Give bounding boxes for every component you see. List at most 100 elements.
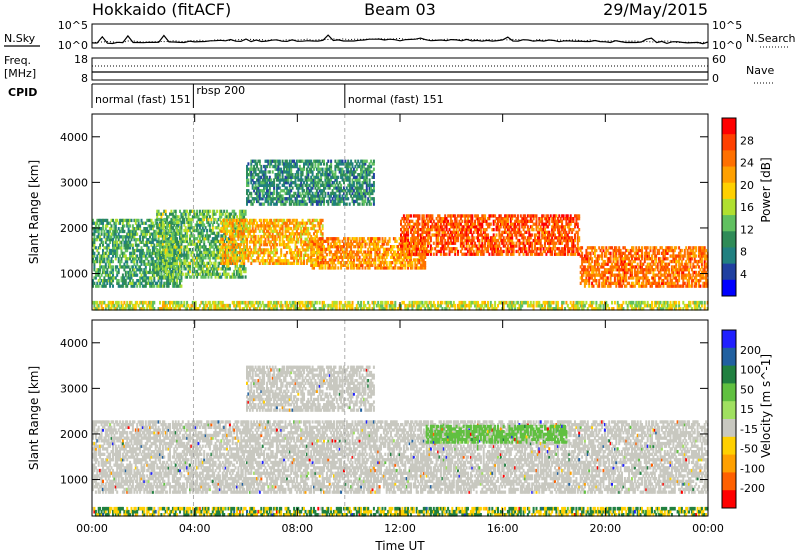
heatmap-cell [581,246,583,249]
heatmap-cell [337,266,339,269]
heatmap-cell [526,247,528,250]
heatmap-cell [326,253,328,256]
cpid-segment-label: normal (fast) 151 [95,93,191,106]
heatmap-cell [431,247,433,250]
heatmap-cell [433,242,435,245]
heatmap-cell [314,224,316,227]
noise-sky-trace [92,35,708,44]
heatmap-cell [93,252,95,255]
heatmap-cell [276,243,278,246]
freq-unit-label: [MHz] [4,67,36,80]
nsky-label: N.Sky [4,32,36,45]
heatmap-cell [112,260,114,263]
heatmap-cell [487,233,489,236]
heatmap-cell [431,214,433,217]
freq-left-tick-high: 18 [74,53,88,66]
date-title: 29/May/2015 [603,0,708,19]
heatmap-cell [111,224,113,227]
heatmap-cell [577,223,579,226]
noise-right-tick-high: 10^5 [712,19,742,32]
heatmap-cell [322,232,324,235]
heatmap-cell [356,237,358,240]
heatmap-cell [578,228,580,231]
heatmap-cell [410,214,412,217]
heatmap-cell [286,251,288,254]
heatmap-cell [218,223,220,226]
nave-label: Nave [746,64,774,77]
noise-panel [92,24,708,48]
cpid-segments: normal (fast) 151 rbsp 200 normal (fast) 1… [92,84,444,108]
heatmap-cell [131,219,133,222]
heatmap-cell [322,219,324,222]
freq-label: Freq. [4,54,31,67]
heatmap-cell [233,230,235,233]
cpid-segment-label: normal (fast) 151 [348,93,444,106]
heatmap-cell [473,236,475,239]
heatmap-cell [533,228,535,231]
heatmap-cell [496,233,498,236]
noise-left-tick-high: 10^5 [58,19,88,32]
heatmap-cell [517,214,519,217]
heatmap-cell [503,250,505,253]
freq-panel [92,58,708,80]
heatmap-cell [276,248,278,251]
heatmap-cell [446,253,448,256]
heatmap-cell [396,240,398,243]
heatmap-cell [461,220,463,223]
heatmap-cell [366,242,368,245]
heatmap-cell [578,236,580,239]
cpid-segment-label: rbsp 200 [196,84,245,97]
heatmap-cell [102,241,104,244]
heatmap-cell [457,250,459,253]
heatmap-cell [578,214,580,217]
heatmap-cell [307,227,309,230]
heatmap-cell [138,219,140,222]
heatmap-cell [216,210,218,213]
nsearch-label: N.Search [746,32,796,45]
noise-left-tick-low: 10^0 [58,39,88,52]
heatmap-cell [322,224,324,227]
cpid-label: CPID [8,86,37,99]
heatmap-cell [389,237,391,240]
heatmap-cell [175,210,177,213]
heatmap-cell [484,214,486,217]
heatmap-cell [136,233,138,236]
heatmap-cell [180,285,182,288]
heatmap-cell [581,252,583,255]
heatmap-cell [419,223,421,226]
heatmap-cell [610,252,612,255]
heatmap-cell [379,237,381,240]
heatmap-cell [132,244,134,247]
heatmap-cell [488,253,490,256]
heatmap-cell [419,214,421,217]
heatmap-cell [393,245,395,248]
heatmap-cell [129,224,131,227]
heatmap-cell [182,273,184,276]
freq-right-tick-low: 0 [712,72,719,85]
heatmap-cell [313,250,315,253]
beam-title: Beam 03 [364,0,436,19]
heatmap-cell [423,214,425,217]
heatmap-cell [245,275,247,278]
heatmap-cell [493,228,495,231]
heatmap-cell [229,267,231,270]
heatmap-cell [424,261,426,264]
heatmap-cell [280,248,282,251]
heatmap-cell [531,233,533,236]
heatmap-cell [235,240,237,243]
heatmap-cell [595,279,597,282]
heatmap-cell [478,239,480,242]
heatmap-cell [433,253,435,256]
heatmap-cell [176,237,178,240]
heatmap-cell [118,279,120,282]
heatmap-cell [136,274,138,277]
heatmap-cell [245,267,247,270]
heatmap-cell [471,214,473,217]
heatmap-cell [359,256,361,259]
power-heatmap [92,114,709,311]
heatmap-cell [245,210,247,213]
heatmap-cell [603,246,605,249]
heatmap-cell [344,237,346,240]
heatmap-cell [339,240,341,243]
